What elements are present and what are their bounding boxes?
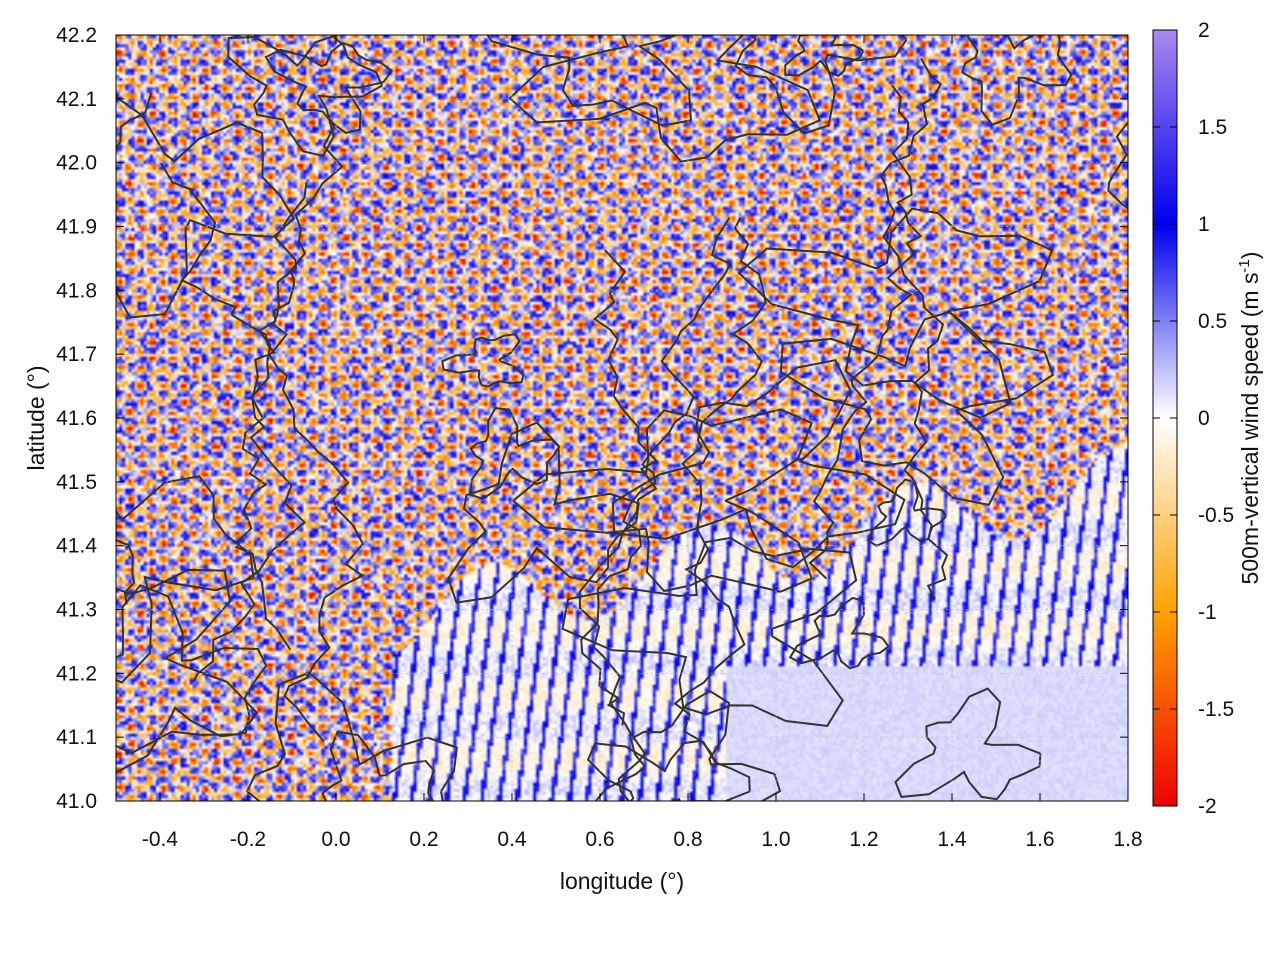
contour-line <box>264 41 394 134</box>
x-tick-label: 0.0 <box>321 828 350 851</box>
contour-line <box>578 249 659 801</box>
x-tick-label: 1.4 <box>937 828 967 851</box>
x-tick-label: 0.2 <box>409 828 438 851</box>
contour-line <box>788 596 890 670</box>
contour-line <box>866 478 947 547</box>
x-tick-label: 0.8 <box>673 828 702 851</box>
contour-line <box>160 162 292 651</box>
contour-line <box>594 689 782 801</box>
y-tick-label: 41.3 <box>56 599 97 622</box>
x-axis: -0.4 -0.2 0.0 0.2 0.4 0.6 0.8 1.0 1.2 1.4 1.6 1.8 <box>142 35 1143 851</box>
contour-line <box>447 421 640 604</box>
contour-line <box>580 217 732 726</box>
contour-line <box>808 84 923 580</box>
colorbar-tick-label: 0 <box>1198 407 1210 430</box>
y-tick-label: 41.4 <box>56 535 97 558</box>
contour-line <box>511 408 813 593</box>
contour-line <box>961 35 1073 126</box>
y-tick-label: 42.0 <box>56 152 97 175</box>
y-tick-label: 41.1 <box>56 726 97 749</box>
colorbar-tick-label: 1.5 <box>1198 116 1227 139</box>
contour-line <box>879 57 949 600</box>
contour-line <box>441 333 525 388</box>
contour-line <box>734 35 908 135</box>
colorbar-tick-label: -0.5 <box>1198 504 1234 527</box>
x-tick-label: 1.2 <box>849 828 878 851</box>
contour-line <box>894 687 1042 801</box>
x-axis-title: longitude (°) <box>560 868 684 894</box>
contour-line <box>784 35 865 77</box>
y-tick-label: 41.2 <box>56 662 97 685</box>
contour-line <box>245 671 458 801</box>
contour-line <box>486 35 692 127</box>
contour-line <box>561 536 858 727</box>
y-tick-label: 41.8 <box>56 279 97 302</box>
y-tick-label: 41.5 <box>56 471 97 494</box>
y-axis-title: latitude (°) <box>23 365 49 470</box>
contour-line <box>268 182 365 743</box>
y-tick-label: 41.6 <box>56 407 97 430</box>
contour-line <box>737 207 1054 419</box>
x-tick-label: 1.6 <box>1025 828 1054 851</box>
contour-line <box>469 407 561 500</box>
colorbar-tick-label: -2 <box>1198 795 1217 818</box>
contour-line <box>116 584 268 774</box>
x-tick-label: 0.6 <box>585 828 614 851</box>
contour-line <box>116 475 255 684</box>
contour-line <box>116 568 259 755</box>
contour-line <box>192 118 344 683</box>
x-tick-label: 1.0 <box>761 828 790 851</box>
y-tick-label: 42.2 <box>56 24 97 47</box>
contour-line <box>508 35 821 163</box>
x-tick-label: 1.8 <box>1113 828 1142 851</box>
x-tick-label: -0.4 <box>142 828 179 851</box>
terrain-contours <box>116 35 1128 801</box>
x-tick-label: -0.2 <box>230 828 266 851</box>
y-tick-label: 42.1 <box>56 88 97 111</box>
colorbar: 2 1.5 1 0.5 0 -0.5 -1 -1.5 -2 500m-vertical wind… <box>1152 19 1263 818</box>
contour-line <box>321 730 436 801</box>
colorbar-title: 500m-vertical wind speed (m s-1) <box>1236 252 1263 585</box>
contour-line <box>611 359 906 569</box>
y-tick-label: 41.0 <box>56 790 97 813</box>
colorbar-tick-label: 1 <box>1198 213 1210 236</box>
y-tick-label: 41.9 <box>56 216 97 239</box>
contour-line <box>673 216 767 763</box>
colorbar-tick-label: -1 <box>1198 601 1217 624</box>
y-tick-label: 41.7 <box>56 343 97 366</box>
y-axis: 41.0 41.1 41.2 41.3 41.4 41.5 41.6 41.7 41.8 41.9… <box>56 24 1128 813</box>
colorbar-tick-label: 2 <box>1198 19 1210 42</box>
colorbar-tick-label: -1.5 <box>1198 698 1234 721</box>
colorbar-ticks: 2 1.5 1 0.5 0 -0.5 -1 -1.5 -2 <box>1153 19 1234 818</box>
x-tick-label: 0.4 <box>497 828 527 851</box>
colorbar-tick-label: 0.5 <box>1198 310 1227 333</box>
contour-line <box>779 310 1055 507</box>
